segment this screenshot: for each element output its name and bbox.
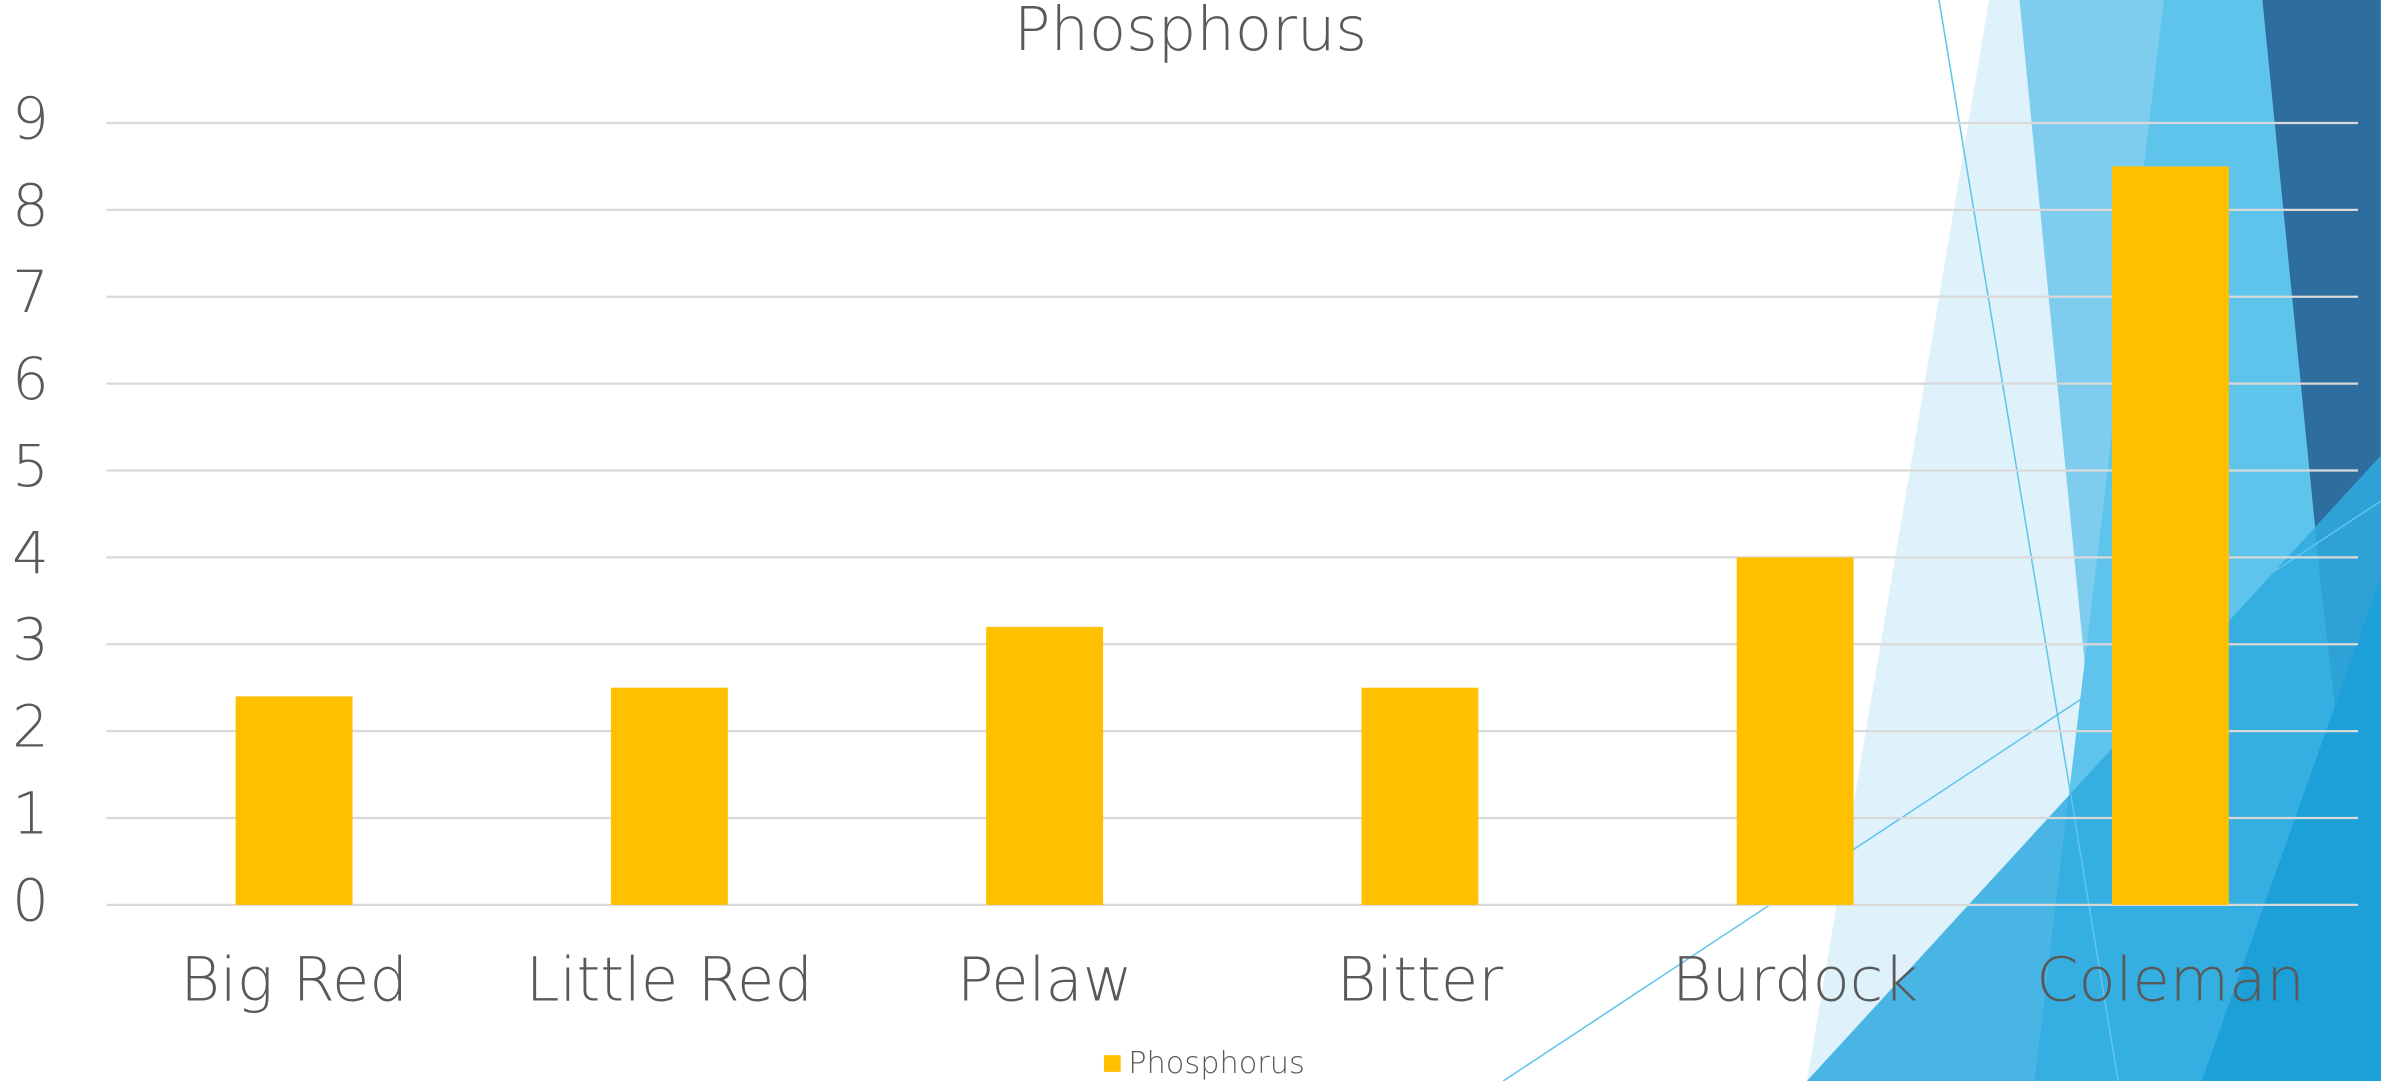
legend-swatch	[1103, 1055, 1121, 1072]
y-tick-label: 5	[12, 432, 49, 500]
bar	[1361, 687, 1479, 905]
x-tick-label: Little Red	[526, 945, 813, 1015]
bar	[1736, 557, 1854, 905]
x-tick-label: Burdock	[1672, 945, 1918, 1015]
legend: Phosphorus	[1103, 1046, 1305, 1081]
x-tick-label: Bitter	[1337, 945, 1504, 1015]
y-tick-label: 0	[12, 866, 49, 934]
y-tick-label: 9	[12, 84, 49, 152]
bar	[610, 687, 728, 905]
x-tick-label: Coleman	[2036, 945, 2305, 1015]
grid	[106, 121, 2359, 907]
bar	[986, 626, 1104, 905]
legend-label: Phosphorus	[1128, 1046, 1305, 1081]
y-tick-label: 2	[12, 693, 49, 761]
y-tick-label: 7	[12, 258, 49, 326]
y-tick-label: 1	[12, 780, 49, 848]
y-tick-label: 4	[12, 519, 49, 587]
y-tick-label: 8	[12, 171, 49, 239]
chart-title: Phosphorus	[1014, 0, 1367, 65]
x-tick-label: Big Red	[180, 945, 408, 1015]
y-tick-label: 3	[12, 606, 49, 674]
x-tick-label: Pelaw	[957, 945, 1133, 1015]
y-tick-label: 6	[12, 345, 49, 413]
bar	[235, 696, 353, 905]
background-decoration	[1502, 0, 2381, 1081]
bar	[2111, 166, 2229, 905]
